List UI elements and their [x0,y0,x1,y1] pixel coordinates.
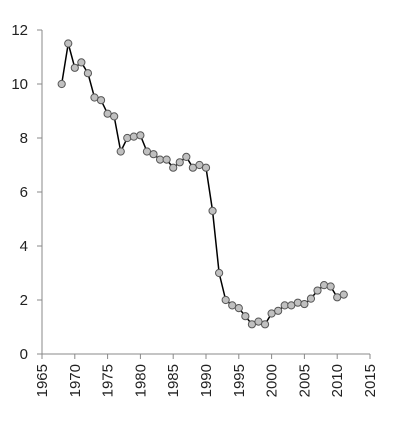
y-tick-label: 6 [20,184,28,201]
point [64,39,73,48]
point [77,58,86,67]
x-tick-label: 1970 [67,364,84,397]
x-tick-label: 1975 [100,364,117,397]
point [116,147,125,156]
x-tick-label: 1995 [231,364,248,397]
y-tick-label: 4 [20,238,28,255]
point [96,96,106,105]
series-line [60,43,345,326]
point [201,163,211,172]
point [123,133,132,143]
point [175,158,184,167]
point [260,320,270,329]
point [319,281,329,290]
point [339,290,348,299]
point [129,132,138,141]
point [306,294,316,303]
point [162,155,171,164]
point [182,152,191,161]
point [313,286,322,295]
x-tick-label: 1990 [198,364,215,397]
y-tick-label: 12 [11,22,28,39]
x-tick-label: 2010 [329,364,346,397]
point [70,63,79,72]
point [83,69,93,78]
x-tick-label: 1980 [132,364,149,397]
x-tick-label: 2005 [296,364,313,397]
point [215,268,224,278]
point [274,306,283,315]
point [208,206,217,215]
point [234,304,243,313]
point [221,295,230,305]
point [110,112,119,121]
point [169,163,178,172]
point [57,79,66,89]
y-tick-label: 2 [20,292,28,309]
point [149,150,158,159]
point [300,299,309,309]
point [136,131,145,140]
y-tick-label: 8 [20,130,28,147]
point [326,282,335,291]
y-tick-label: 0 [20,346,28,363]
x-tick-label: 1985 [165,364,182,397]
x-tick-label: 2015 [362,364,379,397]
x-tick-label: 2000 [264,364,281,397]
point [293,298,302,307]
point [241,312,250,321]
x-tick-label: 1965 [34,364,51,397]
y-tick-label: 10 [11,76,28,93]
